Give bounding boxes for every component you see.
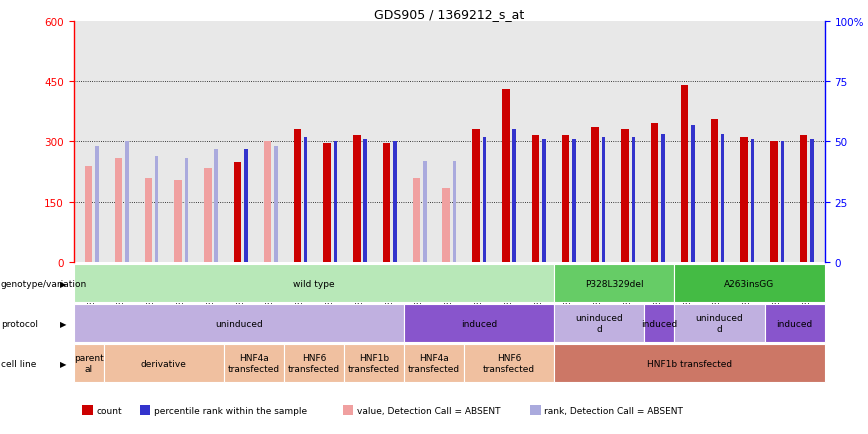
Text: cell line: cell line: [1, 359, 36, 368]
Text: HNF6
transfected: HNF6 transfected: [483, 354, 536, 373]
Bar: [632, 137, 635, 263]
Bar: [542, 140, 546, 263]
Bar: [155, 157, 158, 263]
Bar: [323, 144, 331, 263]
Bar: [472, 130, 480, 263]
Text: genotype/variation: genotype/variation: [1, 279, 87, 288]
Bar: [562, 136, 569, 263]
Bar: [115, 158, 122, 263]
Text: ▶: ▶: [60, 319, 67, 328]
Text: count: count: [96, 406, 122, 414]
Bar: [770, 142, 778, 263]
Bar: [711, 120, 718, 263]
Bar: [740, 138, 748, 263]
Bar: [85, 166, 92, 263]
Text: value, Detection Call = ABSENT: value, Detection Call = ABSENT: [357, 406, 500, 414]
Text: A263insGG: A263insGG: [725, 279, 774, 288]
Bar: [304, 137, 307, 263]
Bar: [95, 147, 99, 263]
Bar: [751, 140, 754, 263]
Bar: [691, 125, 694, 263]
Text: uninduced
d: uninduced d: [695, 314, 743, 333]
Bar: [483, 137, 486, 263]
Text: parent
al: parent al: [74, 354, 103, 373]
Bar: [591, 128, 599, 263]
Text: uninduced
d: uninduced d: [575, 314, 623, 333]
Bar: [393, 142, 397, 263]
Bar: [185, 159, 188, 263]
Text: ▶: ▶: [60, 359, 67, 368]
Bar: [443, 188, 450, 263]
Bar: [383, 144, 391, 263]
Text: wild type: wild type: [293, 279, 335, 288]
Bar: [512, 130, 516, 263]
Bar: [621, 130, 628, 263]
Bar: [800, 136, 807, 263]
Text: percentile rank within the sample: percentile rank within the sample: [154, 406, 306, 414]
Bar: [661, 135, 665, 263]
Bar: [264, 142, 271, 263]
Text: induced: induced: [777, 319, 812, 328]
Text: P328L329del: P328L329del: [585, 279, 644, 288]
Bar: [572, 140, 575, 263]
Bar: [602, 137, 605, 263]
Bar: [721, 135, 725, 263]
Bar: [293, 130, 301, 263]
Bar: [174, 180, 181, 263]
Text: uninduced: uninduced: [215, 319, 263, 328]
Bar: [502, 90, 510, 263]
Bar: [145, 178, 152, 263]
Bar: [453, 161, 457, 263]
Bar: [353, 136, 360, 263]
Text: HNF4a
transfected: HNF4a transfected: [408, 354, 460, 373]
Text: HNF4a
transfected: HNF4a transfected: [228, 354, 280, 373]
Bar: [412, 178, 420, 263]
Bar: [651, 124, 659, 263]
Text: protocol: protocol: [1, 319, 38, 328]
Bar: [125, 142, 128, 263]
Bar: [204, 168, 212, 263]
Bar: [811, 140, 814, 263]
Title: GDS905 / 1369212_s_at: GDS905 / 1369212_s_at: [374, 7, 524, 20]
Bar: [780, 142, 784, 263]
Bar: [333, 142, 337, 263]
Text: HNF1b
transfected: HNF1b transfected: [348, 354, 400, 373]
Text: rank, Detection Call = ABSENT: rank, Detection Call = ABSENT: [544, 406, 683, 414]
Bar: [532, 136, 539, 263]
Bar: [681, 86, 688, 263]
Text: induced: induced: [461, 319, 497, 328]
Text: derivative: derivative: [141, 359, 187, 368]
Bar: [244, 149, 247, 263]
Bar: [364, 140, 367, 263]
Bar: [214, 149, 218, 263]
Text: HNF1b transfected: HNF1b transfected: [647, 359, 732, 368]
Bar: [274, 147, 278, 263]
Text: induced: induced: [641, 319, 678, 328]
Bar: [233, 163, 241, 263]
Text: HNF6
transfected: HNF6 transfected: [288, 354, 340, 373]
Bar: [423, 161, 426, 263]
Text: ▶: ▶: [60, 279, 67, 288]
